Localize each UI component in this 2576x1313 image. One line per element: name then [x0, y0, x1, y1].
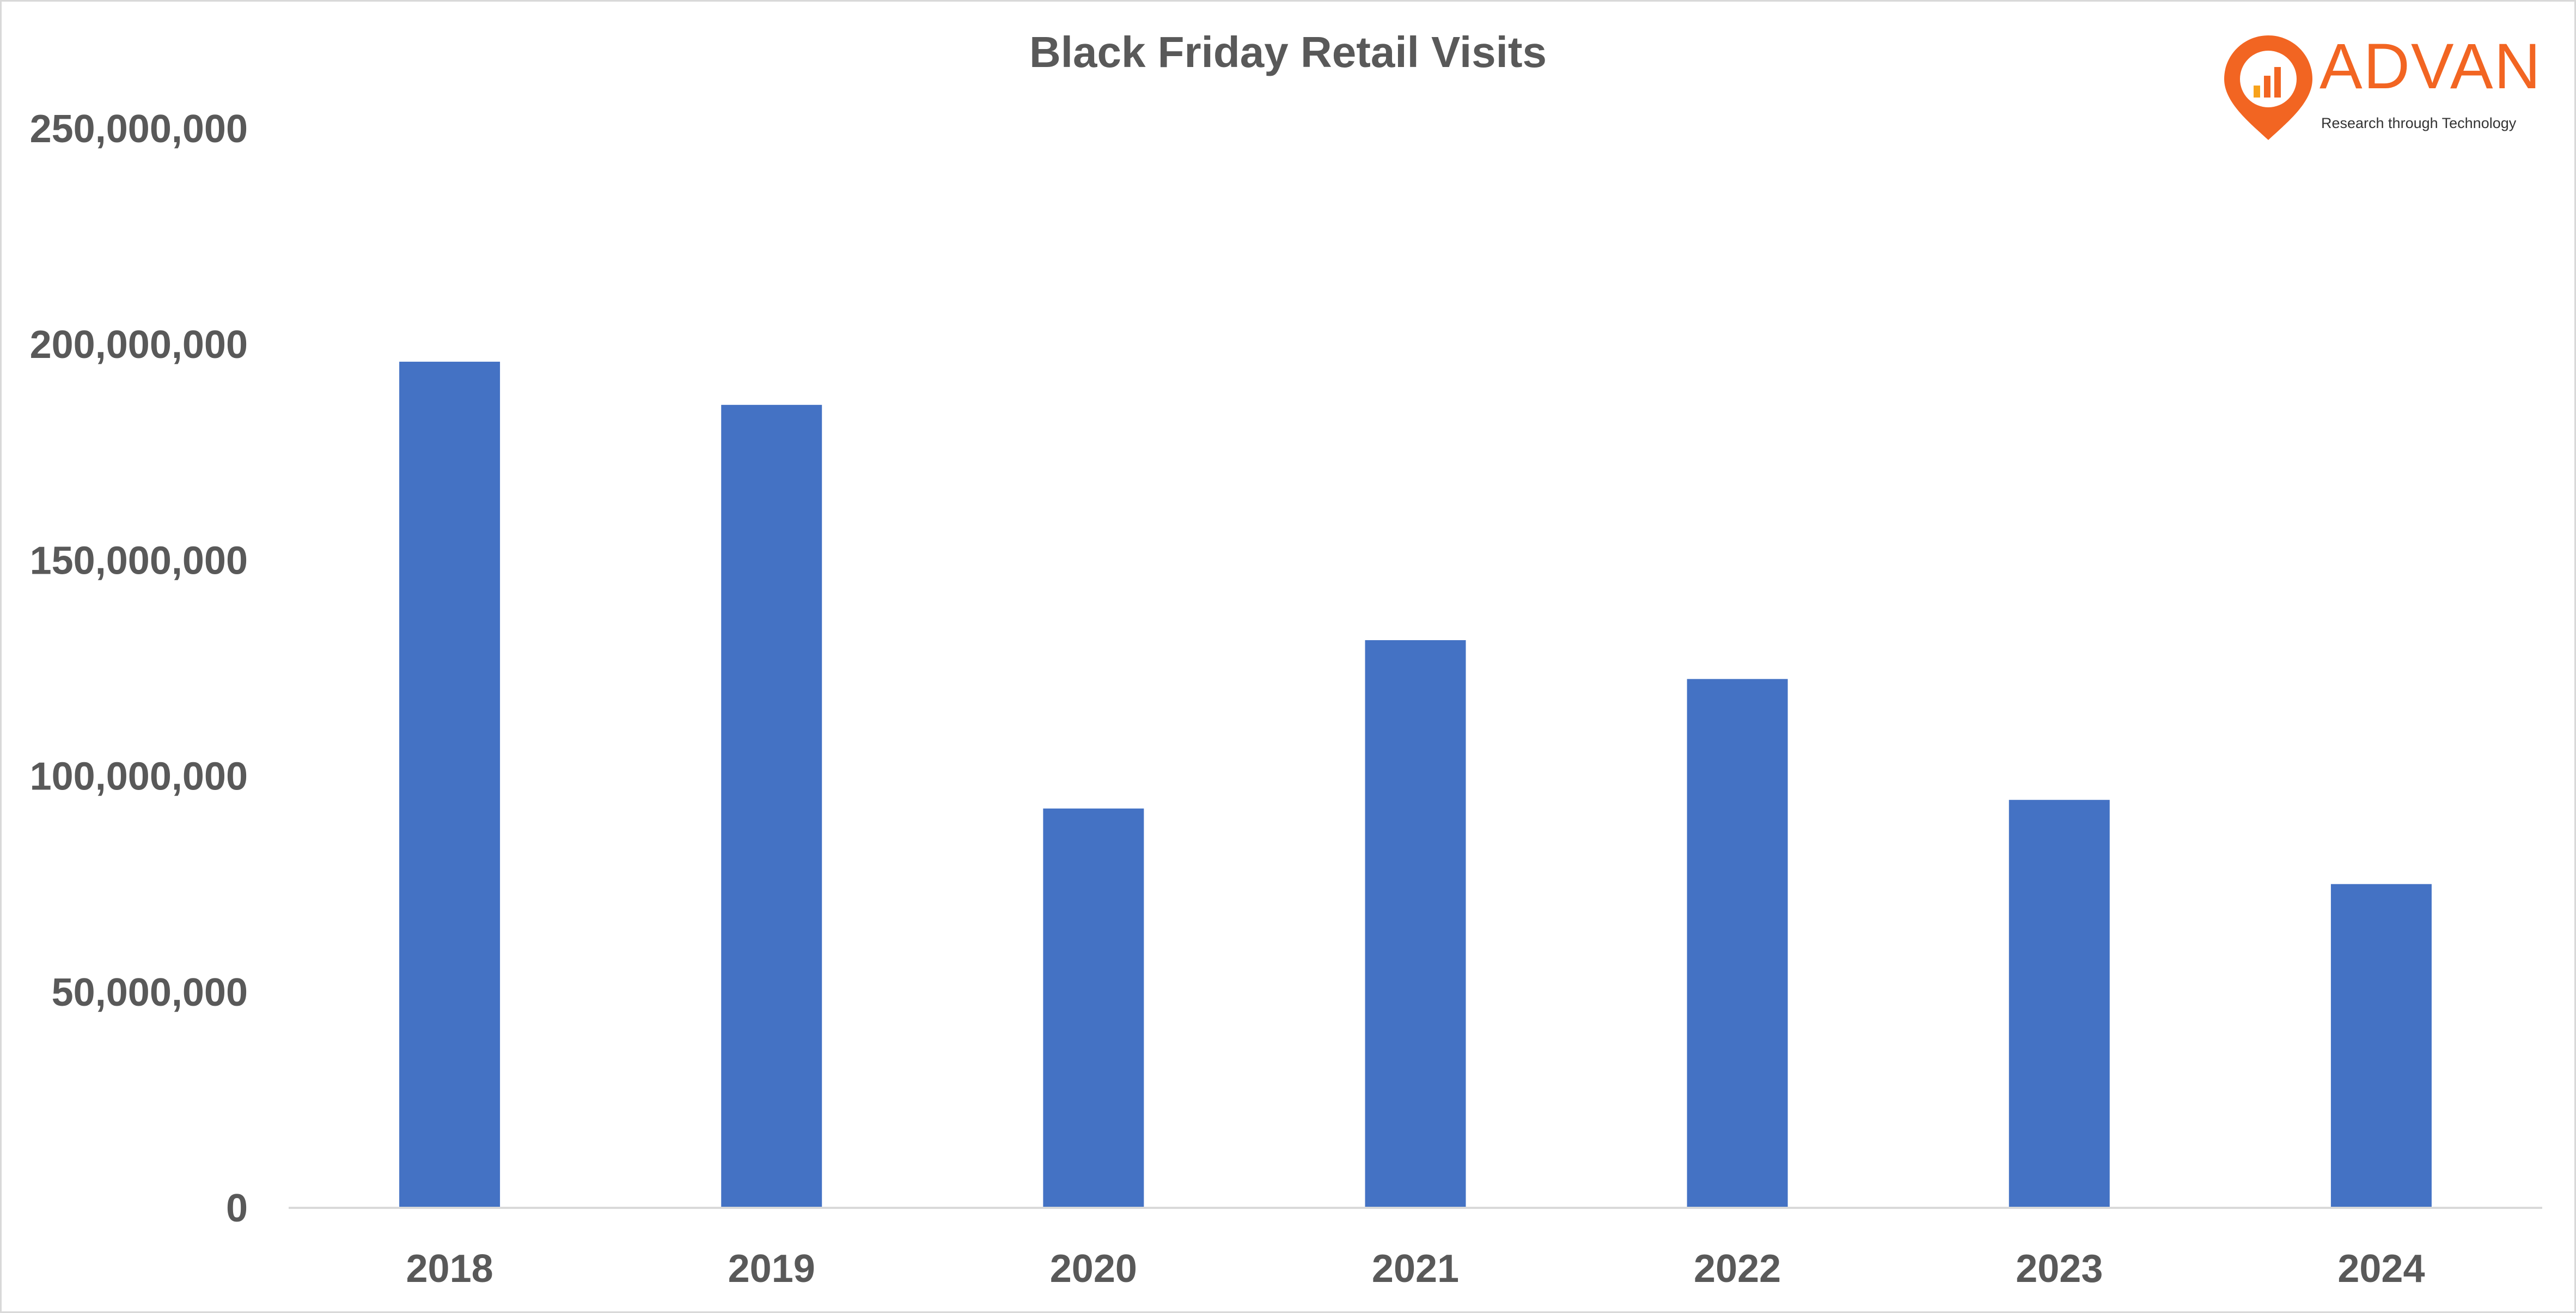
y-tick-label: 100,000,000 [30, 755, 248, 799]
x-tick-label: 2018 [406, 1247, 493, 1291]
y-tick-label: 200,000,000 [30, 323, 248, 367]
advan-logo: ADVAN Research through Technology [2221, 33, 2548, 142]
y-tick-label: 250,000,000 [30, 107, 248, 151]
bar-2022 [1687, 679, 1788, 1208]
bar-2024 [2330, 884, 2432, 1208]
logo-wordmark: ADVAN [2319, 31, 2542, 102]
y-tick-label: 150,000,000 [30, 539, 248, 582]
x-tick-label: 2024 [2337, 1247, 2425, 1291]
x-axis-ticks: 2018 2019 2020 2021 2022 2023 2024 [406, 1247, 2425, 1291]
x-tick-label: 2022 [1694, 1247, 1781, 1291]
y-tick-label: 50,000,000 [52, 971, 248, 1014]
x-tick-label: 2020 [1050, 1247, 1137, 1291]
x-tick-label: 2019 [728, 1247, 815, 1291]
bar-2020 [1043, 809, 1144, 1208]
x-tick-label: 2021 [1372, 1247, 1459, 1291]
x-tick-label: 2023 [2016, 1247, 2103, 1291]
y-tick-label: 0 [226, 1187, 248, 1230]
bar-2018 [399, 361, 500, 1208]
bar-2019 [721, 405, 822, 1208]
map-pin-bar-chart-icon [2224, 35, 2312, 140]
bar-2023 [2009, 800, 2110, 1208]
y-axis-ticks: 0 50,000,000 100,000,000 150,000,000 200,000… [30, 107, 248, 1230]
chart-title: Black Friday Retail Visits [1029, 28, 1547, 76]
bar-2021 [1365, 640, 1466, 1208]
bars [399, 361, 2432, 1208]
logo-tagline: Research through Technology [2321, 115, 2517, 131]
